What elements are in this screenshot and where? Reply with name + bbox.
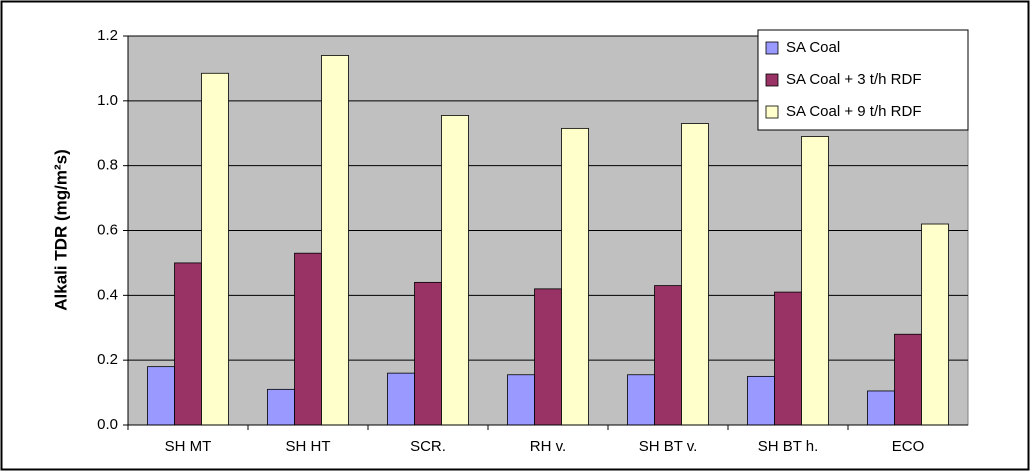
bar	[534, 288, 562, 426]
legend-swatch	[765, 41, 779, 55]
y-tick-label: 0.2	[97, 351, 118, 368]
y-tick-label: 1.0	[97, 92, 118, 109]
bar	[507, 374, 535, 426]
legend-label: SA Coal + 9 t/h RDF	[786, 103, 921, 120]
bar	[147, 366, 175, 426]
y-tick-label: 1.2	[97, 27, 118, 44]
x-tick-label: RH v.	[530, 438, 566, 455]
legend-label: SA Coal	[786, 39, 840, 56]
x-tick-label: ECO	[892, 438, 925, 455]
bar	[801, 136, 829, 426]
bar	[441, 115, 469, 426]
bar	[387, 372, 415, 426]
bar	[747, 375, 775, 426]
x-tick-label: SH MT	[165, 438, 212, 455]
bar	[201, 72, 229, 426]
bar	[774, 291, 802, 426]
bar	[174, 262, 202, 426]
bar	[867, 390, 895, 426]
x-tick-label: SH HT	[286, 438, 331, 455]
legend-swatch	[765, 105, 779, 119]
legend-box	[757, 29, 969, 131]
bar	[681, 123, 709, 426]
y-axis-label: Alkali TDR (mg/m²s)	[51, 149, 70, 311]
legend-label: SA Coal + 3 t/h RDF	[786, 71, 921, 88]
y-tick-label: 0.4	[97, 286, 118, 303]
bar	[321, 55, 349, 426]
y-tick-label: 0.0	[97, 416, 118, 433]
bar	[921, 223, 949, 426]
bar	[267, 388, 295, 426]
x-tick-label: SH BT v.	[639, 438, 698, 455]
bar	[894, 333, 922, 426]
x-tick-label: SCR.	[410, 438, 446, 455]
legend-swatch	[765, 73, 779, 87]
bar	[561, 127, 589, 426]
y-tick-label: 0.8	[97, 157, 118, 174]
bar	[627, 374, 655, 426]
x-tick-label: SH BT h.	[758, 438, 819, 455]
bar	[294, 252, 322, 426]
bar	[654, 285, 682, 426]
bar	[414, 281, 442, 426]
y-tick-label: 0.6	[97, 221, 118, 238]
